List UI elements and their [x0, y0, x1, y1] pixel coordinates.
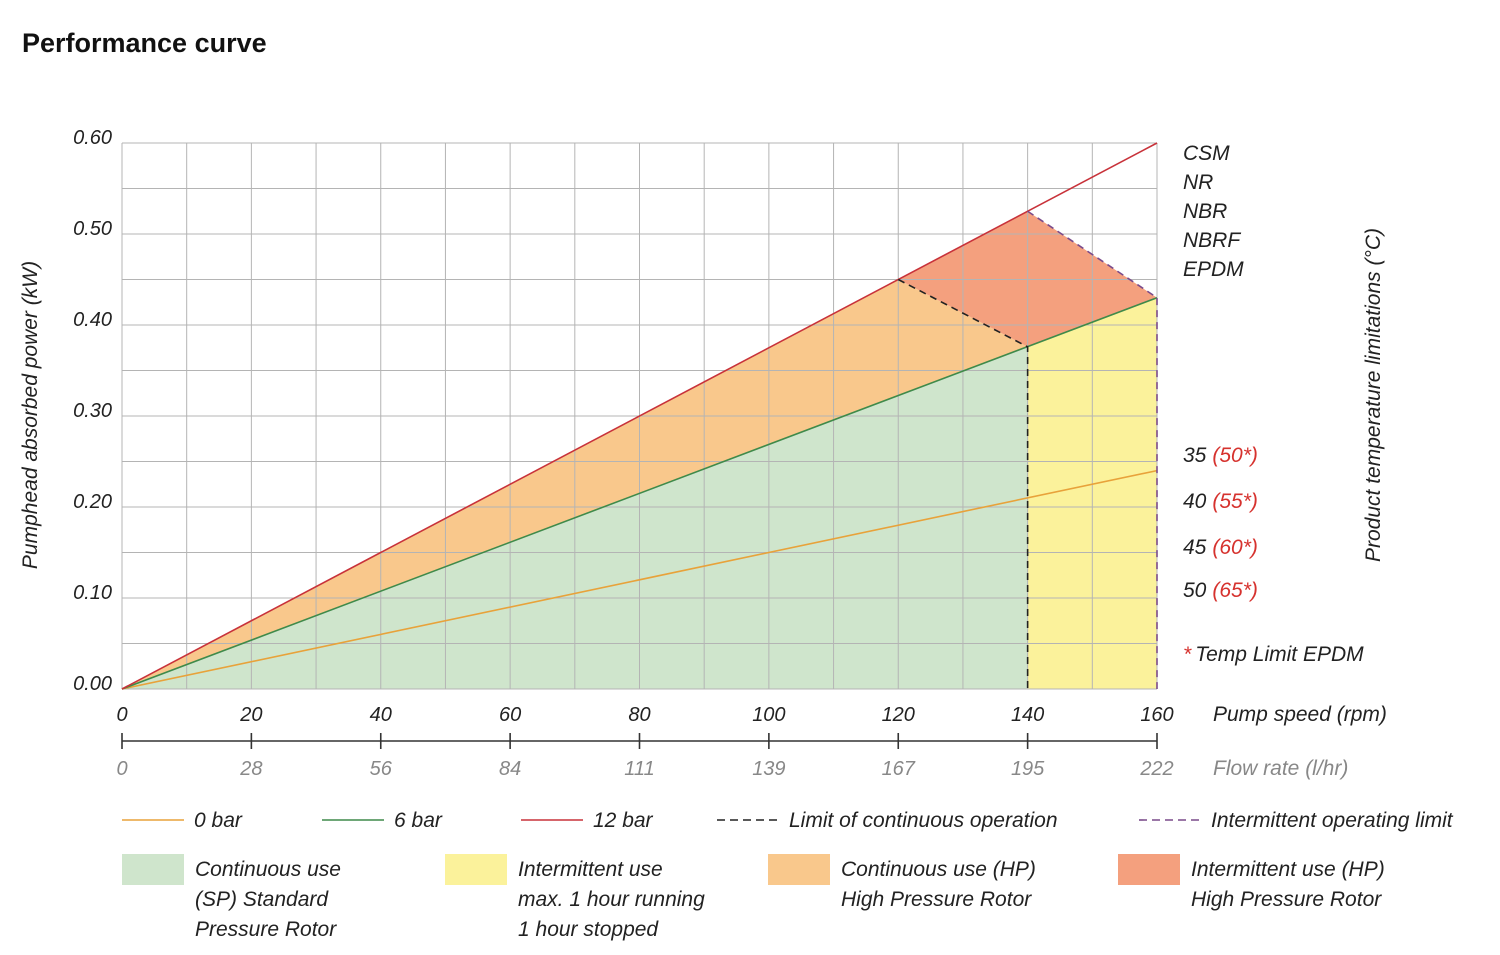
legend: 0 bar 6 bar 12 bar Limit of continuous oper… — [122, 809, 1454, 941]
x-tick-label: 0 — [116, 704, 127, 726]
series-line-2 — [121, 142, 1158, 690]
legend-area-label: Intermittent use — [518, 858, 663, 881]
legend-line-label: 6 bar — [394, 809, 443, 832]
y-tick-label: 0.50 — [73, 218, 112, 240]
material-label: CSM — [1183, 142, 1230, 165]
x-tick-label: 20 — [239, 704, 262, 726]
temperature-value: 35 — [1183, 444, 1207, 467]
legend-area-label: Continuous use — [195, 858, 341, 881]
legend-area-label: max. 1 hour running — [518, 888, 705, 911]
material-label: NBRF — [1183, 229, 1241, 252]
legend-area-swatch — [768, 854, 830, 885]
temperature-limits: 35 (50*)40 (55*)45 (60*)50 (65*) — [1183, 444, 1258, 602]
legend-area-swatch — [445, 854, 507, 885]
y-tick-label: 0.60 — [73, 127, 112, 149]
footnote-text: Temp Limit EPDM — [1195, 643, 1364, 666]
x2-tick-label: 28 — [239, 758, 262, 780]
x-tick-label: 60 — [499, 704, 521, 726]
temperature-value: 50 — [1183, 579, 1207, 602]
legend-area-label: (SP) Standard — [195, 888, 329, 911]
legend-area-swatch — [122, 854, 184, 885]
x-tick-label: 140 — [1011, 704, 1044, 726]
limit-line-1 — [1027, 210, 1158, 689]
legend-line-label: 12 bar — [593, 809, 654, 832]
legend-line-label: 0 bar — [194, 809, 243, 832]
temperature-limit-row: 35 (50*) — [1183, 444, 1258, 467]
right-axis-label: Product temperature limitations (°C) — [1362, 228, 1385, 562]
legend-line-label: Limit of continuous operation — [789, 809, 1058, 832]
legend-area-label: Continuous use (HP) — [841, 858, 1036, 881]
temperature-limit-row: 50 (65*) — [1183, 579, 1258, 602]
x-tick-label: 100 — [752, 704, 785, 726]
epdm-temperature-value: (60*) — [1212, 536, 1258, 559]
x2-tick-label: 139 — [752, 758, 785, 780]
temperature-value: 45 — [1183, 536, 1207, 559]
material-label: EPDM — [1183, 258, 1244, 281]
legend-area-label: High Pressure Rotor — [1191, 888, 1382, 911]
chart-series — [121, 142, 1158, 690]
epdm-temperature-value: (50*) — [1212, 444, 1258, 467]
x2-tick-label: 167 — [882, 758, 916, 780]
material-label: NR — [1183, 171, 1213, 194]
x2-tick-label: 111 — [624, 758, 654, 780]
y-tick-label: 0.10 — [73, 582, 112, 604]
series-line-0 — [121, 469, 1158, 690]
x-axis-label: Pump speed (rpm) — [1213, 703, 1387, 726]
chart-limits — [897, 210, 1158, 689]
epdm-temperature-value: (65*) — [1212, 579, 1258, 602]
y-tick-label: 0.40 — [73, 309, 112, 331]
epdm-temperature-value: (55*) — [1212, 490, 1258, 513]
x-tick-label: 80 — [628, 704, 650, 726]
temperature-limit-row: 40 (55*) — [1183, 490, 1258, 513]
temperature-limit-row: 45 (60*) — [1183, 536, 1258, 559]
legend-area-label: 1 hour stopped — [518, 918, 659, 941]
page-title: Performance curve — [22, 28, 267, 58]
legend-line-label: Intermittent operating limit — [1211, 809, 1454, 832]
x2-tick-label: 56 — [370, 758, 393, 780]
x2-axis-label: Flow rate (l/hr) — [1213, 757, 1348, 780]
legend-area-label: Intermittent use (HP) — [1191, 858, 1385, 881]
y-axis-label: Pumphead absorbed power (kW) — [19, 261, 42, 569]
footnote: * Temp Limit EPDM — [1183, 643, 1364, 666]
x2-tick-label: 84 — [499, 758, 521, 780]
x-tick-label: 160 — [1140, 704, 1173, 726]
x2-tick-label: 222 — [1139, 758, 1173, 780]
temperature-value: 40 — [1183, 490, 1207, 513]
x2-tick-label: 0 — [116, 758, 127, 780]
material-list: CSM NR NBR NBRF EPDM — [1183, 142, 1244, 281]
x-tick-label: 120 — [882, 704, 915, 726]
y-tick-label: 0.00 — [73, 673, 112, 695]
legend-area-label: High Pressure Rotor — [841, 888, 1032, 911]
legend-area-label: Pressure Rotor — [195, 918, 337, 941]
chart-axes: 0.00 0.10 0.20 0.30 0.40 0.50 0.60 0 20 40 60 80 100… — [73, 127, 1174, 780]
series-line-1 — [121, 296, 1158, 690]
y-tick-label: 0.20 — [73, 491, 112, 513]
material-label: NBR — [1183, 200, 1227, 223]
footnote-star: * — [1183, 643, 1192, 666]
legend-area-swatch — [1118, 854, 1180, 885]
x2-tick-label: 195 — [1011, 758, 1045, 780]
x-tick-label: 40 — [370, 704, 392, 726]
y-tick-label: 0.30 — [73, 400, 112, 422]
limit-line-0 — [897, 278, 1029, 689]
